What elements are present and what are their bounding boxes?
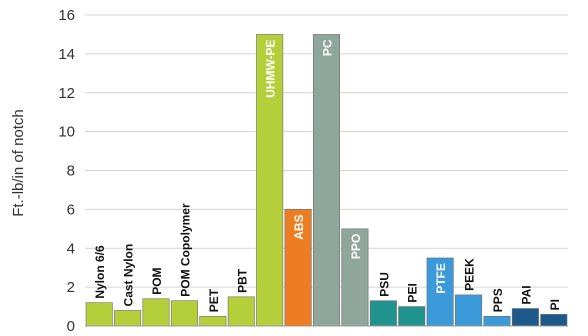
bar-label: UHMW-PE — [264, 39, 278, 97]
bar-label: POM — [150, 267, 164, 294]
bar-label: PET — [207, 288, 221, 312]
y-tick-label: 8 — [67, 163, 75, 180]
bar-pbt — [227, 296, 255, 327]
bar-pom — [142, 298, 170, 327]
bar-label: Cast Nylon — [122, 244, 136, 307]
y-tick-label: 6 — [67, 201, 75, 218]
bar-label: POM Copolymer — [178, 203, 192, 297]
bar-pet — [199, 315, 227, 327]
bar-label: PPS — [491, 288, 505, 312]
bar-label: PSU — [377, 272, 391, 297]
bar-nylon-6-6 — [85, 302, 113, 327]
y-tick-label: 0 — [67, 318, 75, 335]
bar-peek — [455, 294, 483, 327]
y-tick-label: 4 — [67, 240, 75, 257]
bar-label: PC — [321, 39, 335, 56]
bar-label: PI — [548, 299, 562, 310]
bar-label: PAI — [519, 285, 533, 304]
y-tick-label: 14 — [58, 46, 75, 63]
bar-label: PTFE — [434, 263, 448, 294]
y-axis-label: Ft.-lb/in of notch — [10, 109, 27, 217]
bar-pps — [483, 315, 511, 327]
bars — [85, 34, 568, 327]
bar-pei — [398, 306, 426, 327]
y-tick-label: 16 — [58, 7, 75, 24]
bar-cast-nylon — [114, 310, 142, 327]
bar-label: PEI — [406, 283, 420, 302]
bar-labels: Nylon 6/6 Cast Nylon POM POM Copolymer PET PB… — [93, 39, 562, 312]
bar-psu — [369, 300, 397, 327]
bar-pom-copolymer — [170, 300, 198, 327]
bar-label: PEEK — [463, 258, 477, 291]
bar-abs — [284, 209, 312, 327]
bar-uhmw-pe — [256, 34, 284, 327]
bar-label: PPO — [349, 234, 363, 259]
bar-label: PBT — [235, 268, 249, 293]
bar-label: Nylon 6/6 — [93, 245, 107, 299]
bar-pi — [540, 314, 568, 327]
bar-pc — [312, 34, 341, 327]
bar-ptfe — [426, 257, 454, 327]
bar-pai — [511, 308, 539, 327]
bar-label: ABS — [292, 214, 306, 239]
y-tick-label: 10 — [58, 124, 75, 141]
y-axis-ticks: 0 2 4 6 8 10 12 14 16 — [58, 7, 75, 335]
y-tick-label: 2 — [67, 279, 75, 296]
y-tick-label: 12 — [58, 85, 75, 102]
